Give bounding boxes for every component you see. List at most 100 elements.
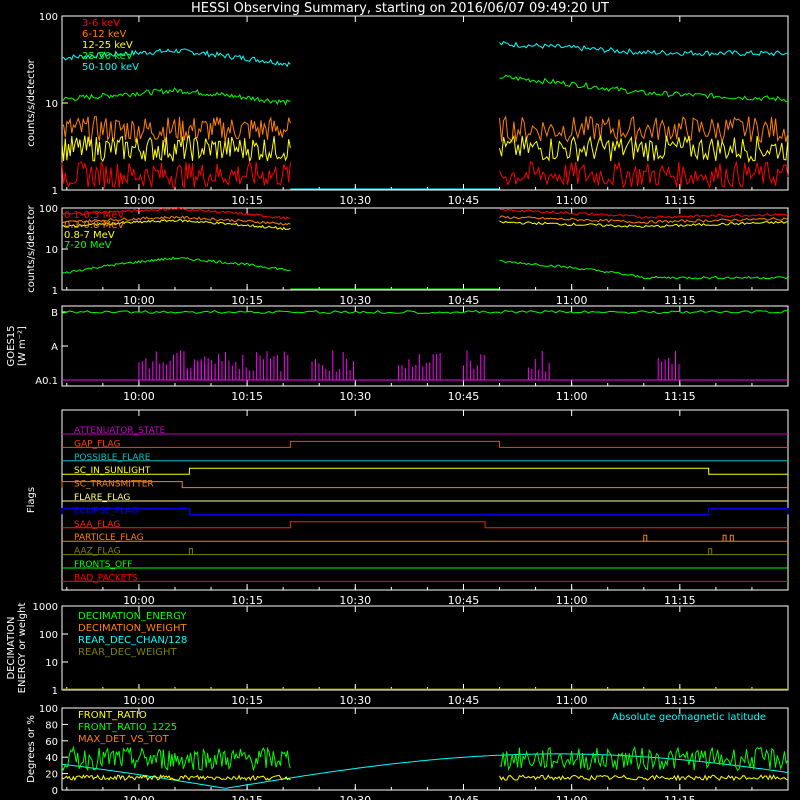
- flag-line: [62, 467, 788, 475]
- y-tick-label: 10: [45, 99, 58, 110]
- flag-line: [62, 521, 788, 529]
- time-tick-label: 10:00: [123, 390, 155, 403]
- flag-label: PARTICLE_FLAG: [74, 533, 144, 543]
- legend-entry: FRONT_RATIO: [78, 710, 147, 721]
- geomag-latitude-line: [61, 753, 789, 789]
- time-tick-label: 10:15: [231, 594, 263, 607]
- goes-long-line: [61, 309, 789, 314]
- time-tick-label: 11:00: [556, 294, 588, 307]
- time-tick-label: 10:45: [448, 194, 480, 207]
- legend-entry: 0.3-0.8 MeV: [64, 220, 124, 231]
- y-tick-label: 0: [52, 786, 58, 797]
- time-tick-label: 11:15: [664, 694, 696, 707]
- y-tick-label: 40: [45, 753, 58, 764]
- flag-spike: [708, 548, 713, 555]
- flag-label: GAP_FLAG: [74, 439, 120, 449]
- y-tick-label: A: [51, 342, 58, 353]
- y-tick-label: 100: [39, 704, 58, 715]
- legend-entry: 12-25 keV: [82, 40, 133, 51]
- flag-line: [61, 481, 788, 489]
- y-axis-label-2: [W m⁻²]: [17, 326, 28, 366]
- time-tick-label: 10:30: [339, 194, 371, 207]
- flag-spike: [729, 534, 734, 542]
- flag-line: [62, 440, 788, 448]
- time-tick-label: 11:00: [556, 594, 588, 607]
- time-tick-label: 10:15: [231, 794, 263, 800]
- series-line-1: [61, 215, 789, 226]
- time-tick-label: 11:00: [556, 694, 588, 707]
- legend-entry: DECIMATION_ENERGY: [78, 611, 187, 622]
- time-tick-label: 10:00: [123, 794, 155, 800]
- y-axis-label: counts/s/detector: [26, 58, 37, 146]
- flag-spike: [722, 534, 727, 542]
- time-tick-label: 11:15: [664, 594, 696, 607]
- ratio-series-line-1: [61, 774, 789, 782]
- time-tick-label: 11:15: [664, 794, 696, 800]
- time-tick-label: 10:00: [123, 194, 155, 207]
- time-tick-label: 10:00: [123, 694, 155, 707]
- legend-entry: REAR_DEC_WEIGHT: [78, 647, 177, 658]
- p6-frame: [61, 707, 789, 791]
- flag-label: FLARE_FLAG: [74, 493, 130, 503]
- y-tick-label: 1000: [33, 602, 58, 613]
- y-axis-label: DECIMATION: [6, 616, 17, 679]
- legend-entry: 0.8-7 MeV: [64, 230, 115, 241]
- flag-label: BAD_PACKETS: [74, 573, 138, 583]
- legend-entry: 3-6 keV: [82, 18, 120, 29]
- y-tick-label: 10: [45, 245, 58, 256]
- y-tick-label: 100: [39, 630, 58, 641]
- time-tick-label: 10:00: [123, 294, 155, 307]
- legend-entry: 25-50 keV: [82, 51, 133, 62]
- y-tick-label: 80: [45, 720, 58, 731]
- series-line-2: [61, 218, 789, 231]
- series-line-1: [61, 74, 789, 107]
- time-tick-label: 10:30: [339, 390, 371, 403]
- legend-entry: 0.1-0.3 MeV: [64, 210, 124, 221]
- time-tick-label: 10:30: [339, 594, 371, 607]
- time-tick-label: 10:30: [339, 794, 371, 800]
- time-tick-label: 10:45: [448, 694, 480, 707]
- legend-entry: REAR_DEC_CHAN/128: [78, 635, 187, 646]
- flag-label: FRONTS_OFF: [74, 560, 132, 570]
- y-axis-label: Degrees or %: [26, 715, 37, 783]
- time-tick-label: 10:30: [339, 294, 371, 307]
- time-tick-label: 11:15: [664, 194, 696, 207]
- time-tick-label: 10:15: [231, 294, 263, 307]
- time-tick-label: 10:15: [231, 194, 263, 207]
- flag-label: SAA_FLAG: [74, 520, 120, 530]
- flag-label: SC_IN_SUNLIGHT: [74, 466, 151, 476]
- legend-entry: 6-12 keV: [82, 29, 126, 40]
- flag-line: [61, 507, 789, 515]
- flag-label: POSSIBLE_FLARE: [74, 453, 151, 463]
- annotation-label: Absolute geomagnetic latitude: [612, 712, 766, 723]
- series-line-3: [61, 134, 789, 164]
- time-tick-label: 11:00: [556, 390, 588, 403]
- y-tick-label: 1: [52, 186, 58, 197]
- y-axis-label: Flags: [26, 487, 37, 513]
- flag-spike: [188, 548, 193, 555]
- flag-label: AAZ_FLAG: [74, 547, 121, 557]
- y-tick-label: A0.1: [35, 376, 58, 387]
- legend-entry: MAX_DET_VS_TOT: [78, 734, 170, 745]
- p5-frame: [61, 605, 789, 691]
- chart-title: HESSI Observing Summary, starting on 201…: [191, 1, 609, 16]
- legend-entry: DECIMATION_WEIGHT: [78, 623, 187, 634]
- legend-entry: FRONT_RATIO_1225: [78, 722, 177, 733]
- series-line-0: [61, 40, 788, 68]
- time-tick-label: 10:15: [231, 694, 263, 707]
- series-line-0: [61, 207, 789, 221]
- time-tick-label: 11:00: [556, 794, 588, 800]
- flag-label: ECLIPSE_FLAG: [74, 506, 138, 516]
- p4-frame: [61, 409, 789, 591]
- series-line-3: [61, 256, 789, 280]
- y-tick-label: 100: [39, 12, 58, 23]
- time-tick-label: 10:45: [448, 594, 480, 607]
- legend-entry: 7-20 MeV: [64, 240, 112, 251]
- y-axis-label-2: ENERGY or weight: [17, 603, 28, 694]
- y-tick-label: 1: [52, 286, 58, 297]
- flag-spike: [643, 534, 648, 542]
- series-line-4: [61, 160, 789, 189]
- time-tick-label: 10:45: [448, 294, 480, 307]
- y-axis-label: GOES15: [6, 325, 17, 366]
- time-tick-label: 10:30: [339, 694, 371, 707]
